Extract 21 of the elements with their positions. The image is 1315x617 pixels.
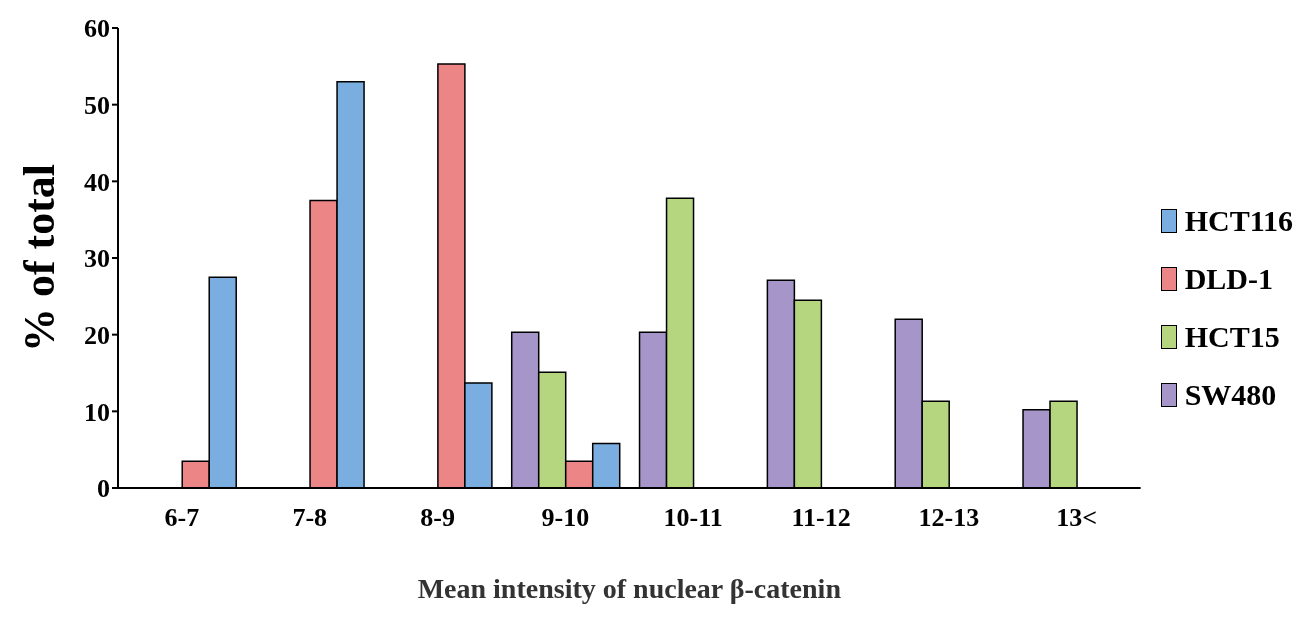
x-tick-label: 9-10: [541, 503, 590, 533]
y-tick-label: 60: [84, 14, 110, 44]
legend-label: HCT15: [1184, 320, 1280, 354]
x-axis-title: Mean intensity of nuclear β-catenin: [417, 572, 842, 604]
x-tick-label: 12-13: [918, 503, 980, 533]
y-tick-label: 20: [84, 320, 110, 350]
y-tick-label: 10: [84, 397, 110, 427]
x-tick-label: 7-8: [292, 503, 328, 533]
y-tick-label: 40: [84, 167, 110, 197]
y-axis-title: % of total: [14, 163, 64, 353]
x-tick-label: 11-12: [791, 503, 851, 533]
legend-label: SW480: [1184, 378, 1277, 412]
x-tick-label: 8-9: [420, 503, 455, 533]
y-tick-label: 0: [97, 474, 110, 504]
x-tick-label: 13<: [1056, 503, 1098, 533]
legend-label: HCT116: [1184, 204, 1293, 238]
x-tick-label: 6-7: [164, 503, 200, 533]
legend-label: DLD-1: [1184, 262, 1273, 296]
y-tick-label: 30: [84, 244, 110, 274]
x-tick-label: 10-11: [663, 503, 723, 533]
y-tick-label: 50: [84, 90, 110, 120]
